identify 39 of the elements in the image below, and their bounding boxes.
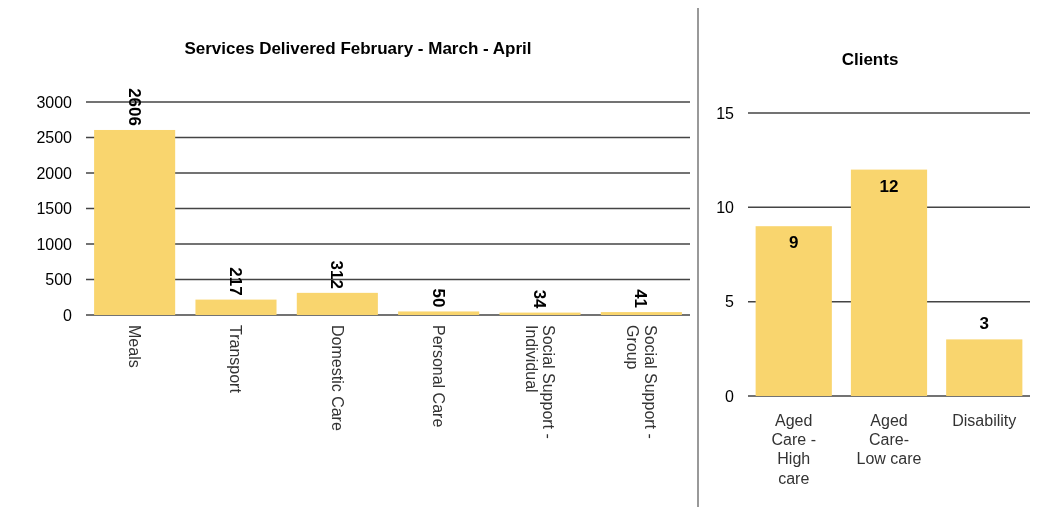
data-label: 3 xyxy=(979,314,989,334)
bar xyxy=(755,226,832,396)
y-tick-label: 0 xyxy=(63,306,73,324)
x-tick-label: Social Support - Group xyxy=(624,325,659,439)
data-label: 41 xyxy=(631,289,651,309)
x-tick-label: Aged Care - High care xyxy=(771,412,816,487)
y-tick-label: 5 xyxy=(725,293,735,311)
data-label: 12 xyxy=(879,176,899,196)
chart-title: Clients xyxy=(841,50,899,69)
data-label: 50 xyxy=(428,288,448,308)
y-tick-label: 2500 xyxy=(36,129,73,147)
x-tick-label: Domestic Care xyxy=(328,325,346,431)
bar xyxy=(195,299,277,315)
y-tick-label: 2000 xyxy=(36,164,73,182)
x-tick-label: Personal Care xyxy=(430,325,448,428)
data-label: 9 xyxy=(789,233,799,253)
y-tick-label: 3000 xyxy=(36,93,73,111)
x-tick-label: Meals xyxy=(126,325,144,368)
y-tick-label: 10 xyxy=(716,198,735,216)
chart-title: Services Delivered February - March - April xyxy=(184,39,532,58)
y-tick-label: 1000 xyxy=(36,235,73,253)
bar xyxy=(850,169,928,396)
data-label: 34 xyxy=(530,289,550,310)
x-tick-label: Social Support - Individual xyxy=(522,325,558,439)
bar xyxy=(600,312,682,315)
bar xyxy=(296,292,378,315)
bar xyxy=(946,339,1023,396)
y-tick-label: 0 xyxy=(725,387,735,405)
data-label: 312 xyxy=(327,260,347,289)
bar xyxy=(398,311,480,315)
bar xyxy=(94,129,176,315)
data-label: 2606 xyxy=(124,88,144,126)
y-tick-label: 15 xyxy=(716,104,735,122)
y-tick-label: 1500 xyxy=(36,200,73,218)
x-tick-label: Aged Care- Low care xyxy=(856,412,922,468)
data-label: 217 xyxy=(226,267,246,296)
x-tick-label: Disability xyxy=(952,412,1017,429)
x-tick-label: Transport xyxy=(227,325,245,394)
y-tick-label: 500 xyxy=(45,271,73,289)
